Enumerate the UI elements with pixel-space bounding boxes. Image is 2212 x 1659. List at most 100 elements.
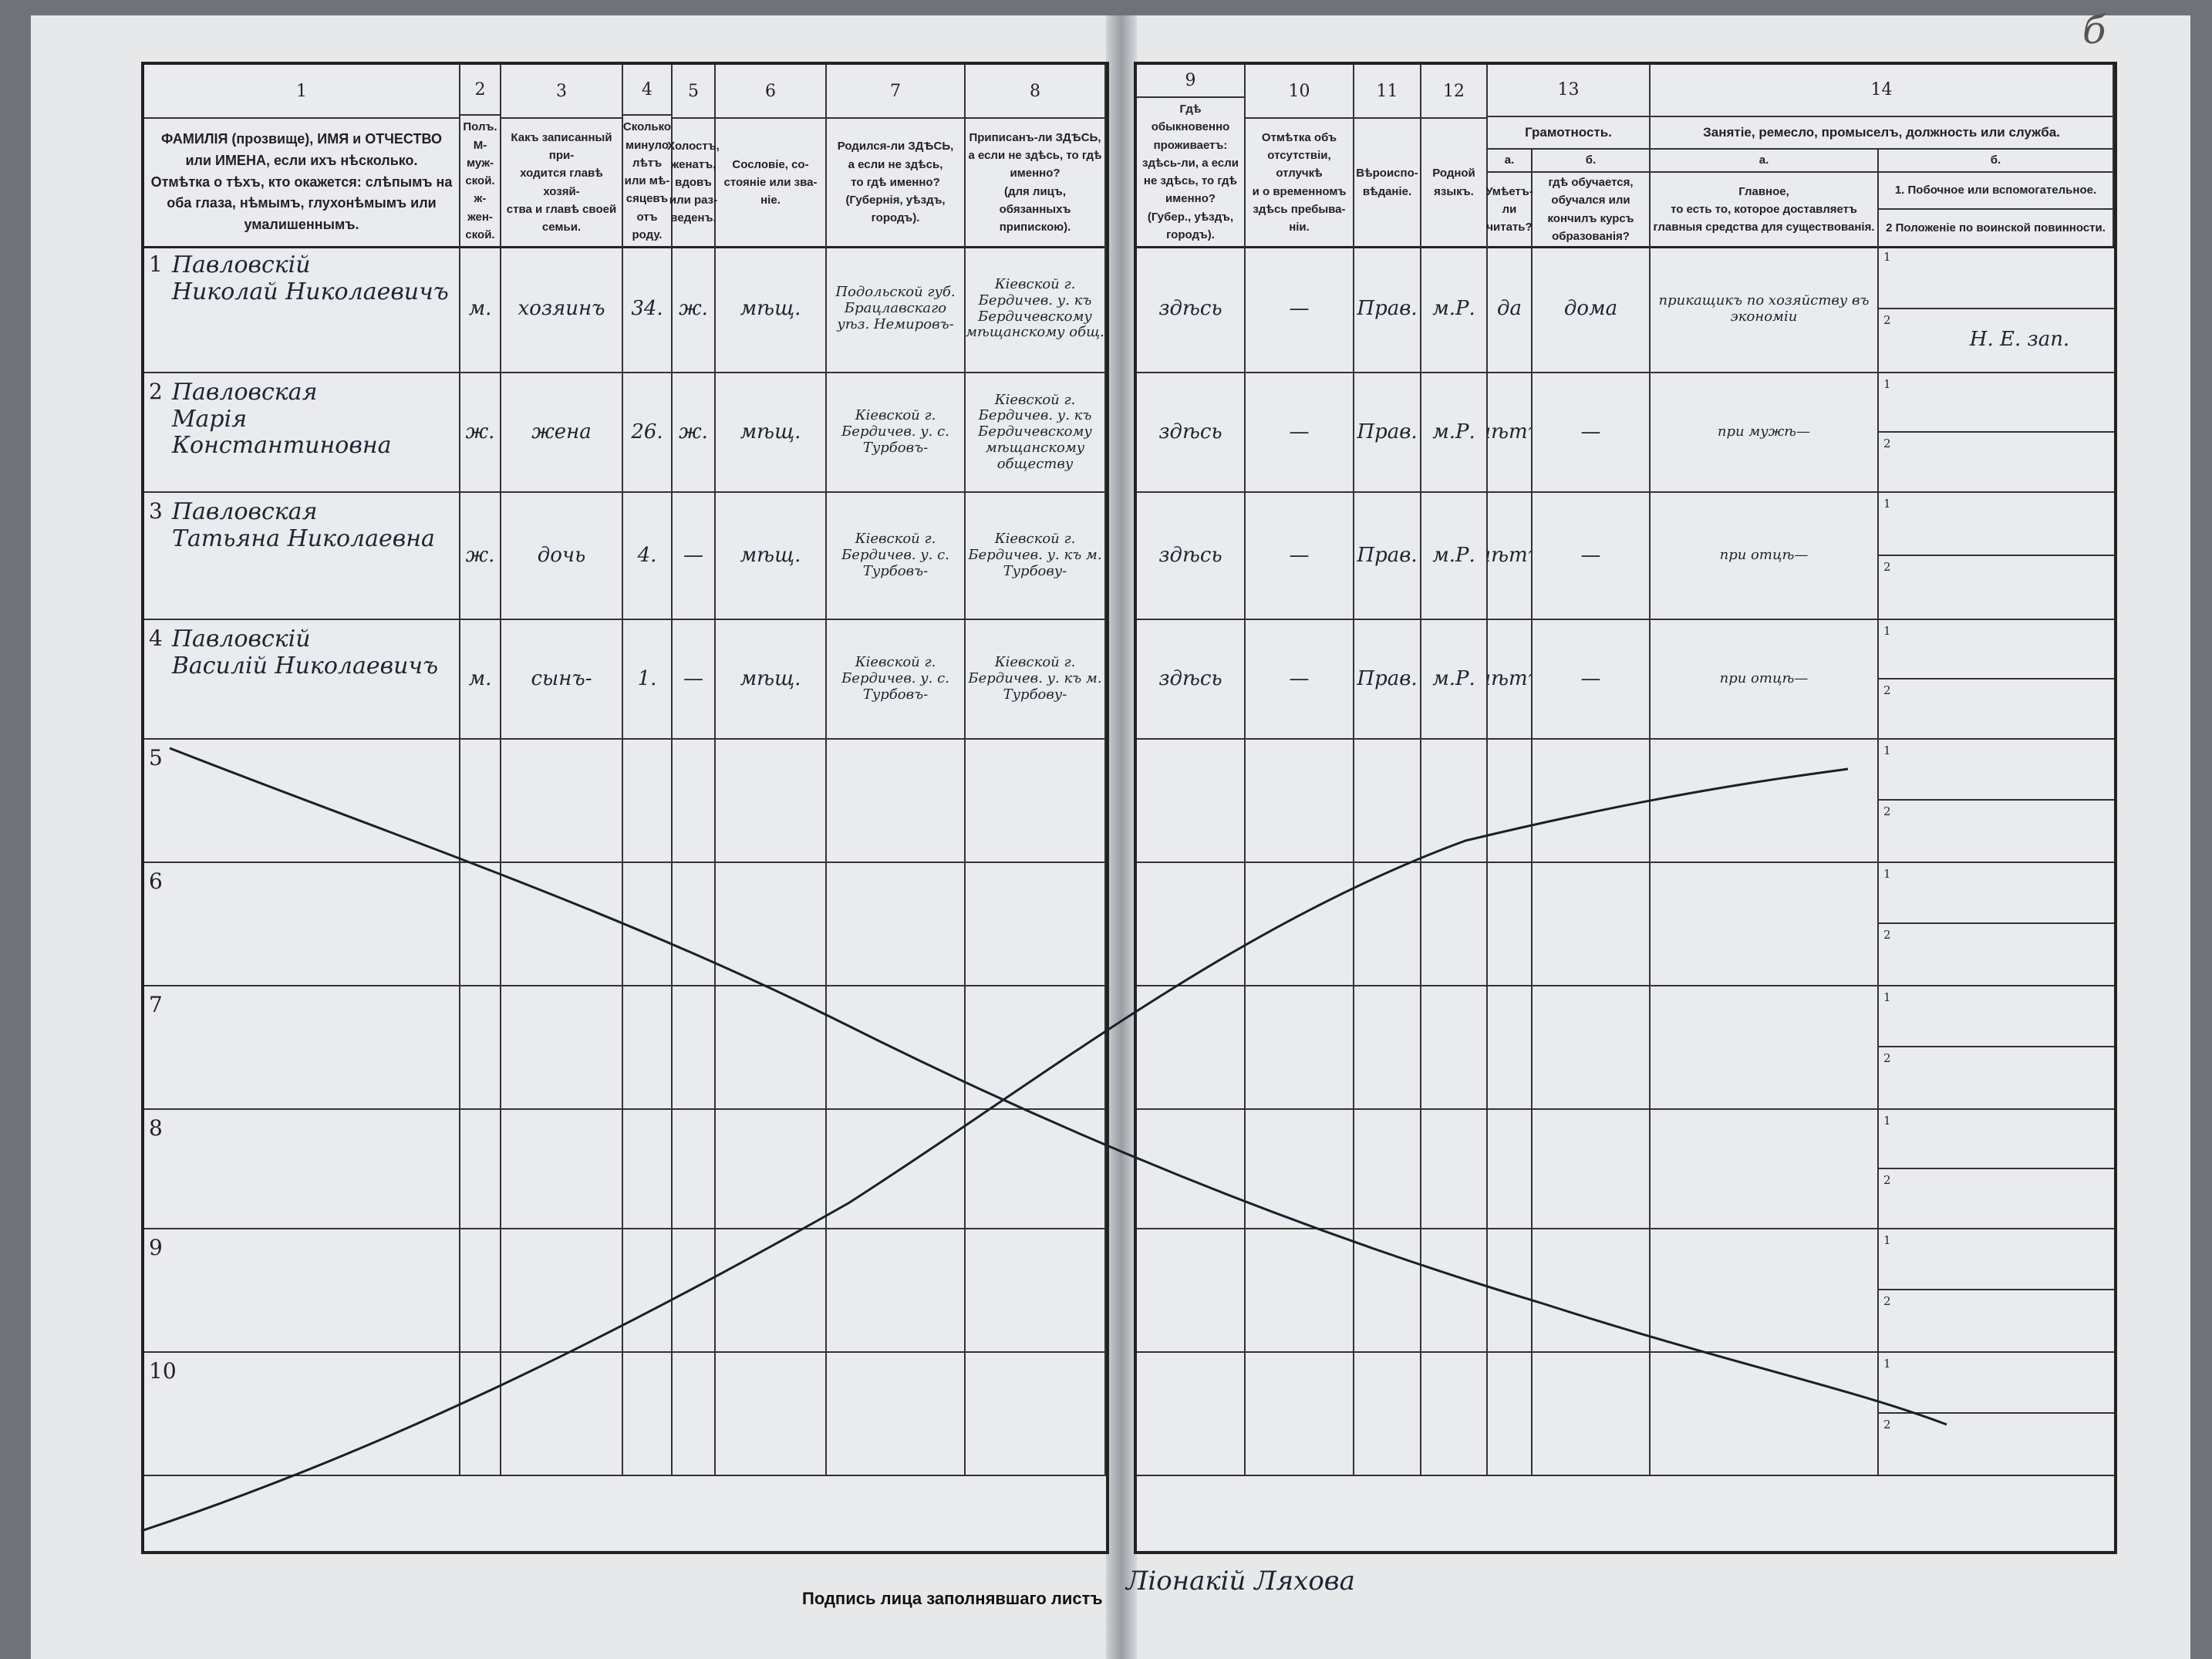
cell-relation — [501, 1229, 623, 1351]
sub-line-value — [1925, 433, 2114, 492]
cell-estate — [716, 863, 827, 985]
cell-relation — [501, 863, 623, 985]
sub-line-value — [1925, 801, 2114, 862]
column-title: Сколько минуло лѣтъ или мѣ- сяцевъ отъ р… — [622, 120, 672, 241]
sub-line-number: 2 — [1883, 1051, 1891, 1065]
sub-line-value — [1925, 620, 2114, 678]
table-row: 9 — [144, 1229, 1106, 1353]
table-row: здѣсь — Прав. м.Р. да дома прикащикъ по хозяйс… — [1137, 246, 2114, 373]
sub-line-number: 1 — [1883, 624, 1891, 638]
cell-age — [623, 740, 673, 862]
sub-line-value — [1925, 1353, 2114, 1412]
cell-age: 4. — [623, 493, 673, 619]
column-number: 4 — [623, 65, 671, 116]
cell-sex: ж. — [460, 373, 501, 491]
cell-residence — [1137, 1110, 1246, 1228]
sub-a-text: Умѣетъ- ли читать? — [1485, 173, 1533, 246]
cell-name: 5 — [144, 740, 460, 862]
sub-line-two: 2 Н. Е. зап. — [1879, 309, 2114, 373]
cell-language: м.Р. — [1421, 493, 1488, 619]
cell-estate: мѣщ. — [716, 246, 827, 372]
cell-name: 4 Павловскій Василій Николаевичъ — [144, 620, 460, 738]
cell-relation — [501, 986, 623, 1108]
sub-line-one: 1 — [1879, 620, 2114, 679]
cell-religion — [1354, 1110, 1421, 1228]
sub-line-one: 1 — [1879, 1229, 2114, 1290]
header-col-11: 11 Вѣроиспо- вѣданіе. — [1354, 65, 1421, 246]
cell-religion: Прав. — [1354, 620, 1421, 738]
cell-born — [827, 1229, 966, 1351]
sub-line-number: 2 — [1883, 1294, 1891, 1308]
cell-literate: да — [1488, 246, 1533, 372]
cell-relation — [501, 1110, 623, 1228]
cell-marital — [673, 1229, 716, 1351]
column-number: 14 — [1651, 65, 2114, 117]
cell-absence — [1246, 1110, 1354, 1228]
cell-marital — [673, 863, 716, 985]
sub-line-number: 1 — [1883, 1357, 1891, 1371]
header-col-3: 3 Какъ записанный при- ходится главѣ хозя… — [501, 65, 623, 246]
cell-estate — [716, 1353, 827, 1475]
cell-registered — [966, 1353, 1106, 1475]
cell-education — [1533, 1110, 1651, 1228]
book-gutter — [1106, 15, 1137, 1659]
left-page-table: 1 ФАМИЛІЯ (прозвище), ИМЯ и ОТЧЕСТВО или … — [141, 62, 1109, 1554]
cell-registered — [966, 1110, 1106, 1228]
column-title: Родился-ли ЗДѢСЬ, а если не здѣсь, то гд… — [837, 140, 954, 225]
cell-religion — [1354, 863, 1421, 985]
cell-registered — [966, 1229, 1106, 1351]
cell-name: 1 Павловскій Николай Николаевичъ — [144, 246, 460, 372]
cell-absence: — — [1246, 246, 1354, 372]
cell-residence: здѣсь — [1137, 373, 1246, 491]
column-number: 2 — [460, 65, 500, 116]
sub-line-number: 1 — [1883, 744, 1891, 757]
cell-born — [827, 1110, 966, 1228]
cell-name: 2 Павловская Марія Константиновна — [144, 373, 460, 491]
sub-line-two: 2 — [1879, 1047, 2114, 1108]
cell-born — [827, 740, 966, 862]
cell-relation: жена — [501, 373, 623, 491]
sub-line-number: 1 — [1883, 1114, 1891, 1128]
column-title: Холостъ, женатъ, вдовъ или раз- веденъ. — [667, 140, 720, 225]
sub-line-two: 2 — [1879, 924, 2114, 985]
cell-education: — — [1533, 620, 1651, 738]
column-number: 7 — [827, 65, 964, 119]
column-title: Полъ. М-муж- ской. ж-жен- ской. — [463, 120, 497, 241]
column-number: 9 — [1137, 65, 1244, 98]
cell-language — [1421, 1229, 1488, 1351]
right-rows: здѣсь — Прав. м.Р. да дома прикащикъ по хозяйс… — [1137, 246, 2114, 1551]
row-number: 2 — [149, 379, 163, 404]
cell-education — [1533, 740, 1651, 862]
column-number: 8 — [966, 65, 1104, 119]
cell-marital — [673, 986, 716, 1108]
cell-religion: Прав. — [1354, 493, 1421, 619]
cell-estate — [716, 986, 827, 1108]
cell-marital: ж. — [673, 373, 716, 491]
sub-line-one: 1 — [1879, 493, 2114, 556]
cell-registered — [966, 740, 1106, 862]
cell-occupation — [1651, 1110, 1879, 1228]
cell-absence: — — [1246, 493, 1354, 619]
header-col-2: 2 Полъ. М-муж- ской. ж-жен- ской. — [460, 65, 501, 246]
cell-estate: мѣщ. — [716, 620, 827, 738]
cell-literate: нѣтъ — [1488, 373, 1533, 491]
sub-b1-text: 1. Побочное или вспомогательное. — [1879, 173, 2114, 210]
sub-line-value — [1925, 924, 2114, 985]
page-mark: б — [2082, 8, 2106, 52]
cell-sex — [460, 863, 501, 985]
sub-line-number: 1 — [1883, 1233, 1891, 1247]
sub-line-value: Н. Е. зап. — [1969, 328, 2070, 352]
cell-born: Кіевской г. Бердичев. у. с. Турбовъ- — [827, 620, 966, 738]
column-group-title: Грамотность. — [1488, 117, 1651, 150]
cell-age — [623, 1229, 673, 1351]
column-group-title: Занятіе, ремесло, промыселъ, должность и… — [1651, 117, 2114, 150]
sub-b-text: гдѣ обучается, обучался или кончилъ курс… — [1533, 173, 1651, 246]
cell-occupation — [1651, 1353, 1879, 1475]
cell-residence — [1137, 986, 1246, 1108]
right-header: 9 Гдѣ обыкновенно проживаетъ: здѣсь-ли, а… — [1137, 65, 2114, 248]
